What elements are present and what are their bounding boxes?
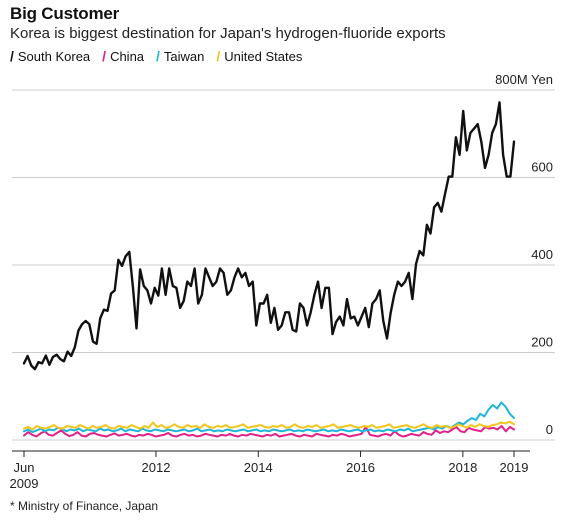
x-tick-label-Jun: Jun xyxy=(14,460,35,475)
y-tick-label-800: 800M Yen xyxy=(495,72,553,87)
y-tick-label-400: 400 xyxy=(531,247,553,262)
legend-swatch-south-korea: / xyxy=(10,48,14,64)
legend-label-south-korea: South Korea xyxy=(17,48,91,64)
legend-item-taiwan: / Taiwan xyxy=(156,48,204,64)
series-lines xyxy=(22,101,516,438)
x-tick-label-2016: 2016 xyxy=(346,460,375,475)
legend-item-china: / China xyxy=(102,48,144,64)
series-line-south-korea xyxy=(22,101,516,371)
y-tick-label-0: 0 xyxy=(546,422,553,437)
legend-label-united-states: United States xyxy=(224,48,303,64)
source-note: * Ministry of Finance, Japan xyxy=(10,499,159,513)
x-tick-label-2019: 2019 xyxy=(500,460,529,475)
x-tick-label-2018: 2018 xyxy=(448,460,477,475)
legend-label-china: China xyxy=(110,48,145,64)
chart-subtitle: Korea is biggest destination for Japan's… xyxy=(10,25,446,42)
legend-swatch-china: / xyxy=(102,48,107,64)
legend-item-united-states: / United States xyxy=(216,48,302,64)
x-tick-label2-2009: 2009 xyxy=(10,476,39,491)
legend-swatch-taiwan: / xyxy=(156,48,160,64)
chart-title: Big Customer xyxy=(10,4,120,23)
y-tick-label-200: 200 xyxy=(531,335,553,350)
legend: / South Korea / China / Taiwan / United … xyxy=(10,48,302,64)
legend-swatch-united-states: / xyxy=(216,48,221,64)
legend-item-south-korea: / South Korea xyxy=(10,48,90,64)
series-line-taiwan xyxy=(23,401,515,434)
x-tick-label-2012: 2012 xyxy=(142,460,171,475)
y-tick-labels: 0 200 400 600 800M Yen xyxy=(495,72,553,437)
series-line-united-states xyxy=(23,420,515,431)
series-line-china xyxy=(23,425,515,438)
gridlines xyxy=(12,89,555,452)
legend-label-taiwan: Taiwan xyxy=(163,48,205,64)
x-tick-label-2014: 2014 xyxy=(244,460,273,475)
y-tick-label-600: 600 xyxy=(531,160,553,175)
